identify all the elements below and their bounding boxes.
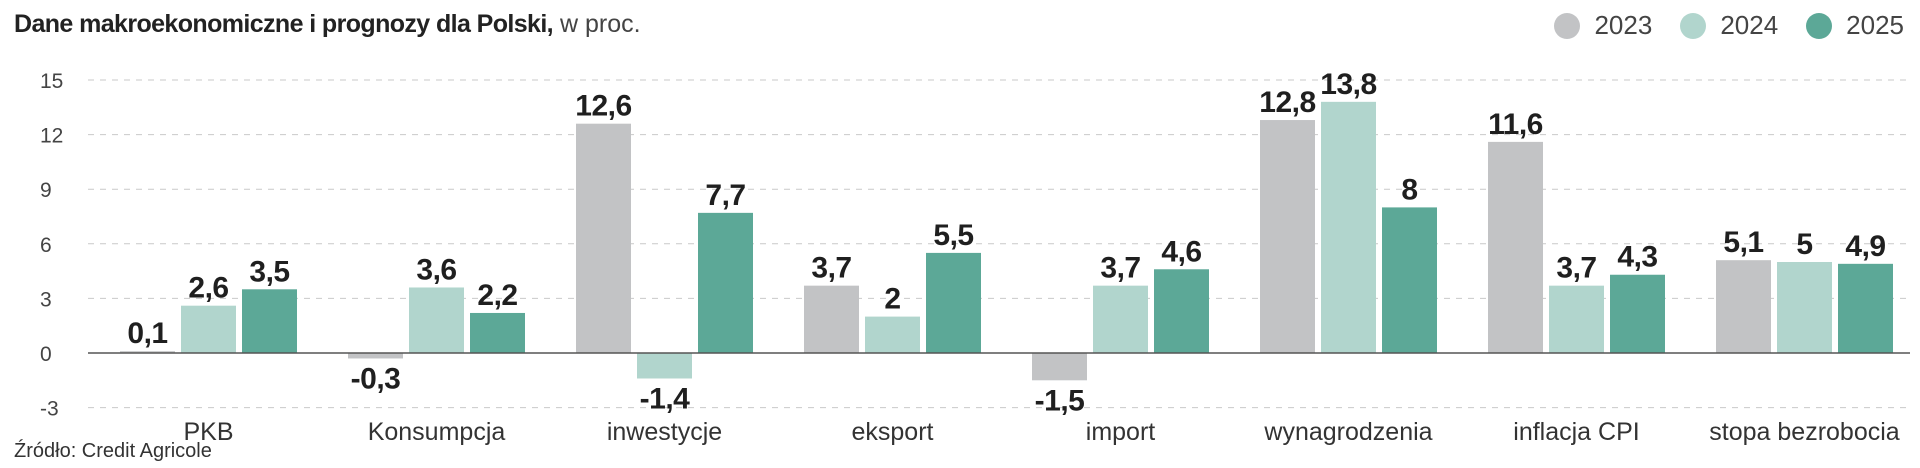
chart-title-main: Dane makroekonomiczne i prognozy dla Pol… bbox=[14, 10, 554, 38]
bar-2023 bbox=[1032, 353, 1087, 381]
y-tick-label: 6 bbox=[40, 234, 52, 257]
bar-2023 bbox=[120, 351, 175, 354]
data-label: 3,7 bbox=[1556, 252, 1596, 285]
legend-item-2024: 2024 bbox=[1680, 10, 1778, 41]
data-label: 12,8 bbox=[1259, 86, 1315, 119]
x-category-label: wynagrodzenia bbox=[1263, 418, 1432, 446]
bar-2023 bbox=[348, 353, 403, 359]
bar-2023 bbox=[1488, 141, 1543, 353]
data-label: 11,6 bbox=[1488, 108, 1543, 141]
y-tick-label: 3 bbox=[40, 288, 52, 311]
data-label: 13,8 bbox=[1320, 68, 1376, 101]
y-tick-label: 0 bbox=[40, 343, 52, 366]
legend-label-2023: 2023 bbox=[1594, 10, 1653, 40]
data-label: 5 bbox=[1796, 228, 1812, 261]
legend-swatch-2023 bbox=[1554, 12, 1581, 39]
legend-label-2024: 2024 bbox=[1720, 10, 1779, 40]
data-label: 4,3 bbox=[1617, 241, 1657, 274]
x-category-label: stopa bezrobocia bbox=[1709, 418, 1900, 446]
x-category-label: Konsumpcja bbox=[368, 418, 506, 446]
data-label: 3,6 bbox=[416, 253, 456, 286]
x-category-label: import bbox=[1086, 418, 1156, 446]
bar-2024 bbox=[181, 305, 236, 353]
bar-2024 bbox=[1549, 285, 1604, 353]
data-label: 7,7 bbox=[705, 179, 745, 212]
data-label: 4,6 bbox=[1161, 235, 1201, 268]
legend-item-2023: 2023 bbox=[1554, 10, 1652, 41]
x-category-label: eksport bbox=[852, 418, 934, 446]
bar-2024 bbox=[865, 316, 920, 353]
bar-2023 bbox=[1260, 120, 1315, 353]
legend-item-2025: 2025 bbox=[1806, 10, 1904, 41]
bar-2025 bbox=[1382, 207, 1437, 353]
bar-2024 bbox=[1321, 101, 1376, 353]
data-label: 3,7 bbox=[1100, 252, 1140, 285]
data-label: -1,4 bbox=[640, 382, 691, 415]
data-label: 4,9 bbox=[1845, 230, 1885, 263]
bar-2024 bbox=[409, 287, 464, 353]
y-tick-label: 9 bbox=[40, 179, 52, 202]
legend-swatch-2025 bbox=[1806, 12, 1833, 39]
bar-2025 bbox=[1610, 274, 1665, 353]
data-label: 12,6 bbox=[575, 90, 631, 123]
data-label: -1,5 bbox=[1035, 384, 1085, 417]
data-label: 2,6 bbox=[188, 272, 228, 305]
x-category-label: inflacja CPI bbox=[1513, 418, 1639, 446]
bar-2024 bbox=[1777, 262, 1832, 353]
source-note: Źródło: Credit Agricole bbox=[14, 440, 212, 462]
data-label: 2,2 bbox=[477, 279, 517, 312]
data-label: -0,3 bbox=[351, 362, 401, 395]
y-tick-label: -3 bbox=[40, 398, 59, 421]
data-label: 3,7 bbox=[811, 252, 851, 285]
x-category-label: inwestycje bbox=[607, 418, 722, 446]
bar-2025 bbox=[1154, 269, 1209, 353]
bar-2025 bbox=[698, 212, 753, 353]
bar-2023 bbox=[1716, 260, 1771, 353]
legend: 2023 2024 2025 bbox=[1554, 10, 1904, 41]
data-label: 5,5 bbox=[933, 219, 973, 252]
bar-2024 bbox=[637, 353, 692, 379]
bar-2025 bbox=[242, 289, 297, 353]
data-label: 2 bbox=[884, 283, 900, 316]
chart-title: Dane makroekonomiczne i prognozy dla Pol… bbox=[14, 10, 641, 39]
bar-2025 bbox=[926, 252, 981, 353]
bar-2024 bbox=[1093, 285, 1148, 353]
chart-title-unit: w proc. bbox=[553, 10, 641, 38]
data-label: 0,1 bbox=[127, 317, 167, 350]
x-category-label: PKB bbox=[183, 418, 233, 446]
legend-swatch-2024 bbox=[1680, 12, 1707, 39]
data-label: 3,5 bbox=[249, 255, 289, 288]
bar-2023 bbox=[576, 123, 631, 354]
bar-2025 bbox=[470, 312, 525, 353]
y-tick-label: 12 bbox=[40, 125, 63, 148]
y-tick-label: 15 bbox=[40, 70, 63, 93]
bar-2023 bbox=[804, 285, 859, 353]
bar-2025 bbox=[1838, 263, 1893, 353]
data-label: 5,1 bbox=[1723, 226, 1763, 259]
data-label: 8 bbox=[1401, 173, 1417, 206]
legend-label-2025: 2025 bbox=[1846, 10, 1904, 40]
